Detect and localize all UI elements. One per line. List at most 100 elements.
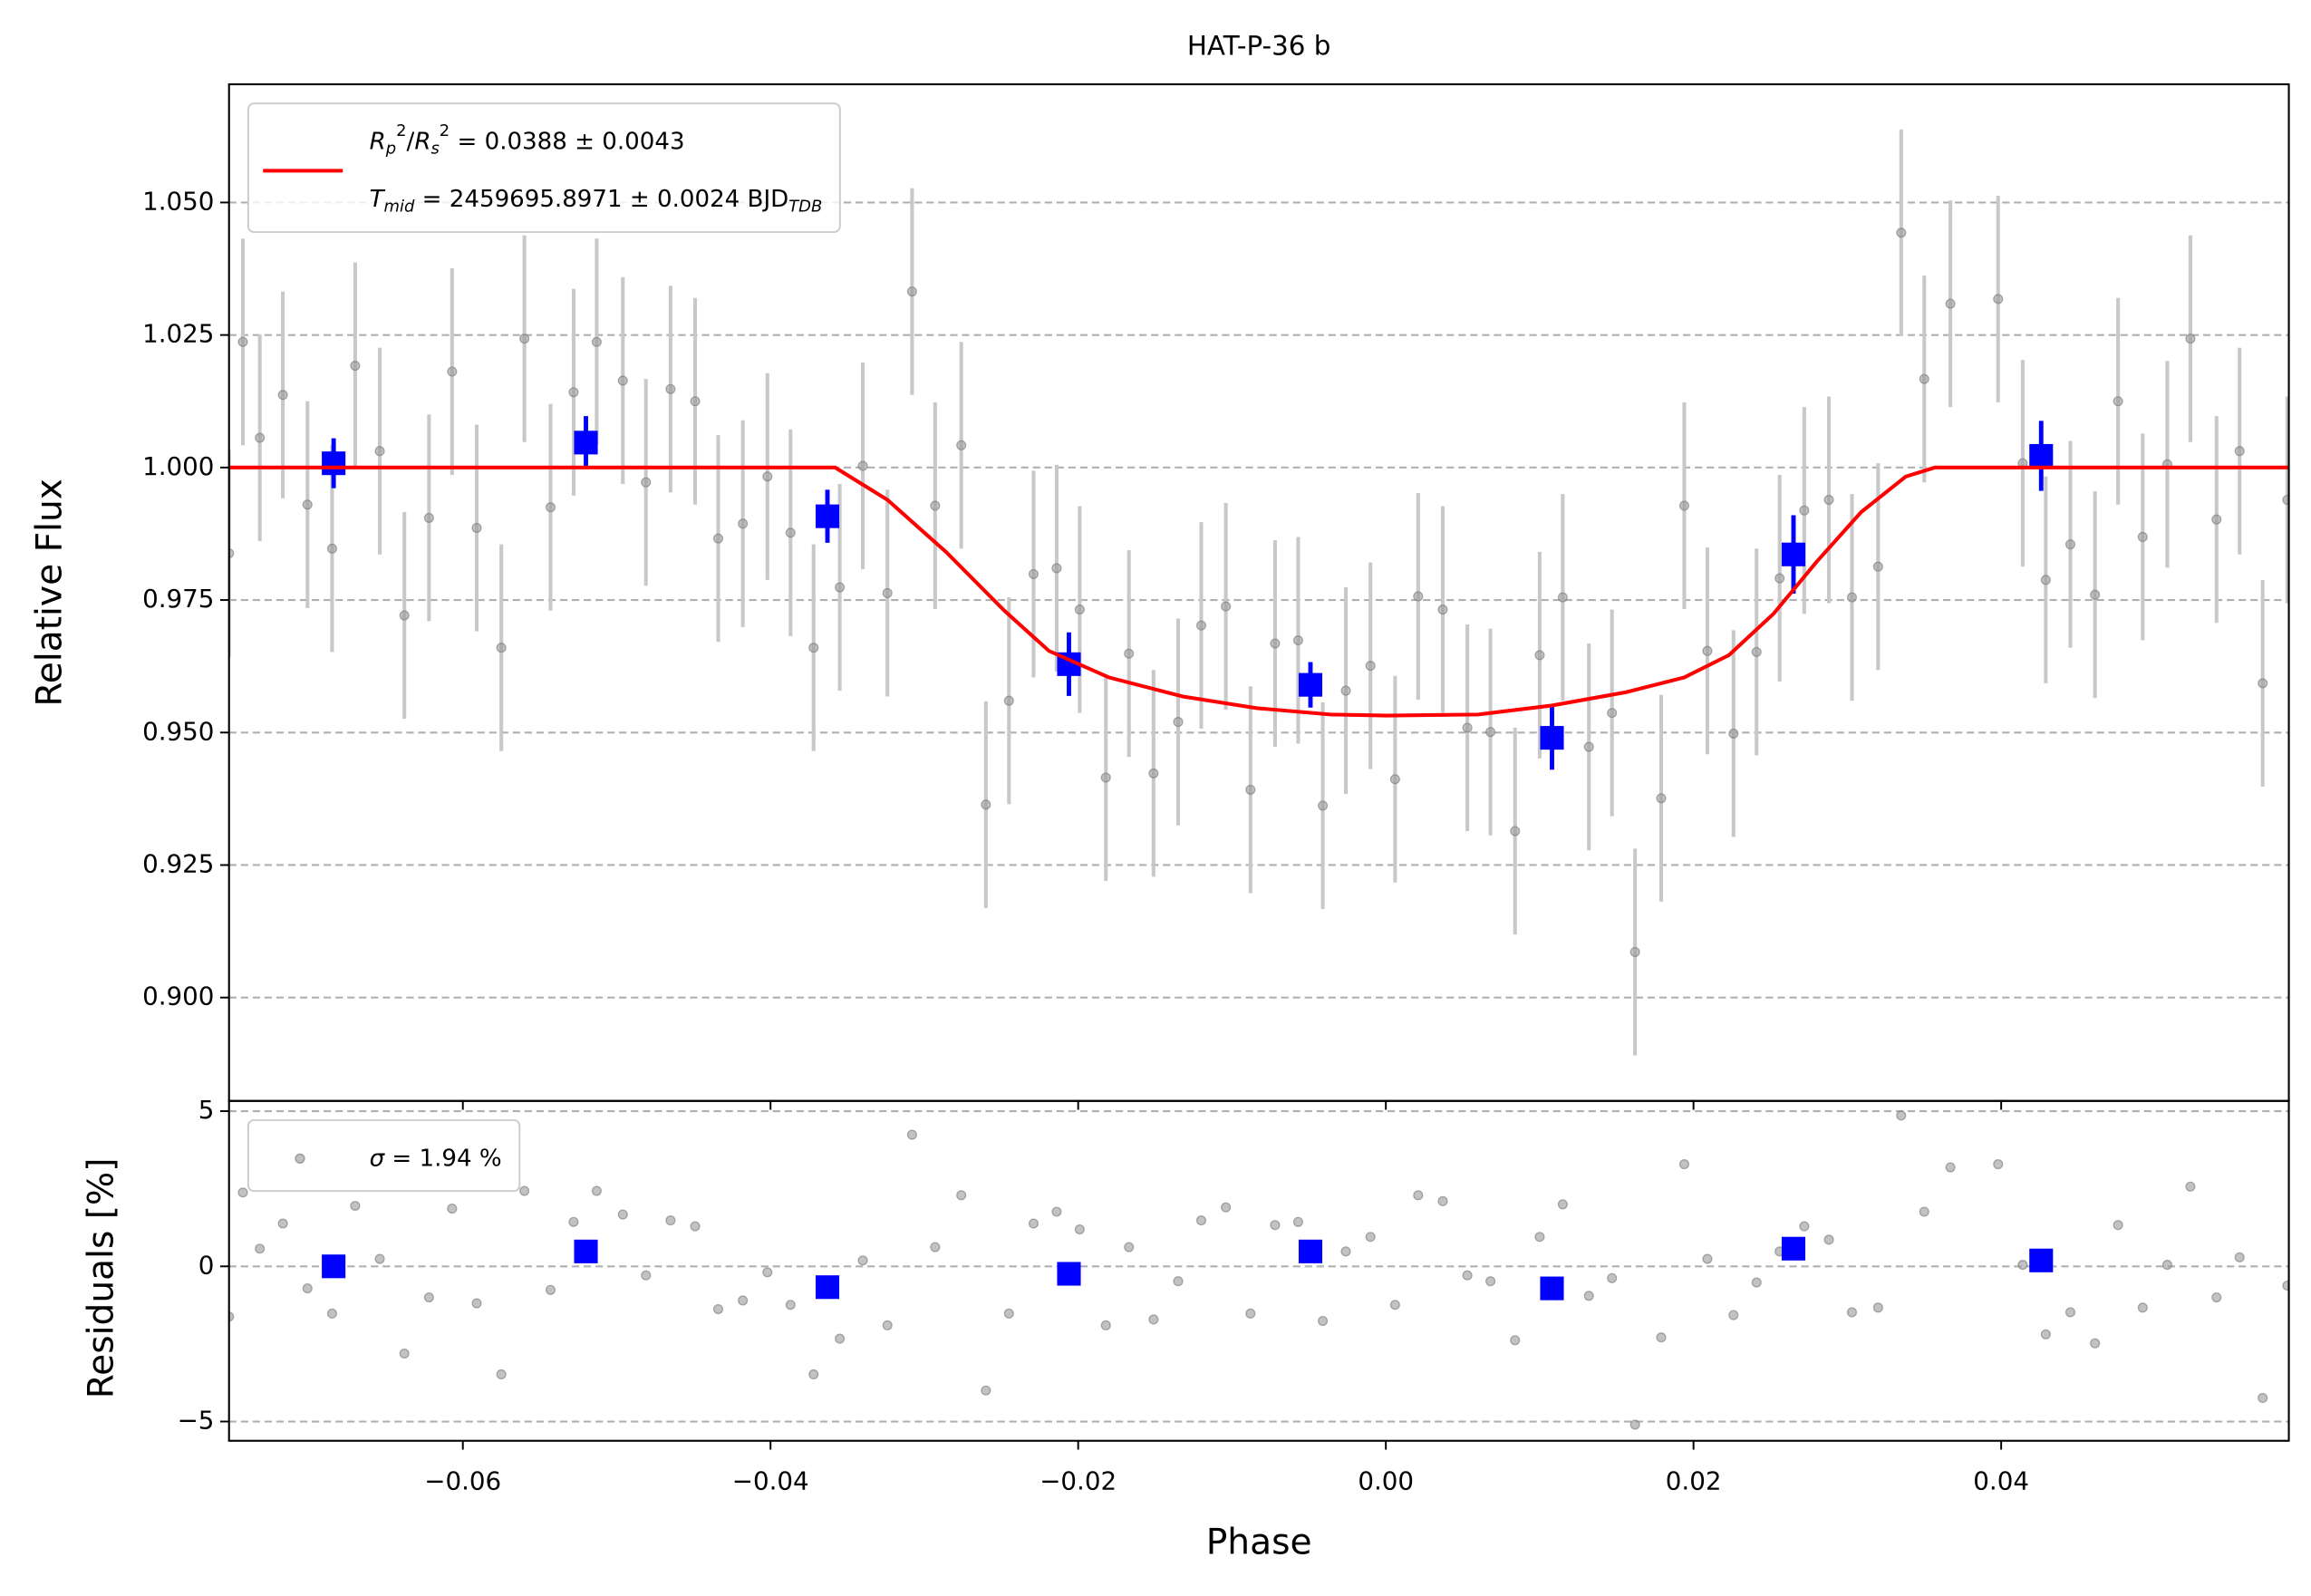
data-point — [930, 500, 941, 511]
data-point — [519, 334, 530, 344]
y-tick-label: 0.950 — [142, 716, 214, 746]
data-point — [956, 1190, 967, 1201]
legend: σ = 1.94 % — [247, 1118, 521, 1193]
bin-point — [1540, 1276, 1564, 1301]
data-point — [2282, 494, 2289, 506]
data-point — [1846, 1307, 1858, 1318]
data-point — [1124, 1242, 1135, 1253]
y-tick-label: 5 — [198, 1095, 215, 1125]
legend-text-part: 2 — [440, 121, 450, 140]
bin-point — [1298, 1239, 1323, 1263]
bin-point — [1781, 1236, 1806, 1261]
model-line — [228, 465, 2289, 718]
data-point — [2282, 1280, 2289, 1291]
x-tick-label: −0.02 — [1039, 1465, 1117, 1495]
data-point — [1195, 1215, 1207, 1226]
data-point — [471, 1298, 482, 1309]
data-point — [1510, 826, 1521, 837]
data-point — [1195, 620, 1207, 631]
data-point — [1245, 784, 1256, 795]
data-point — [1437, 1195, 1448, 1206]
legend-text-part: T — [370, 186, 386, 213]
data-point — [1074, 605, 1085, 615]
data-point — [1270, 638, 1281, 649]
plot-area — [228, 129, 2289, 1056]
data-point — [1656, 1332, 1667, 1343]
data-point — [1583, 741, 1594, 752]
data-point — [857, 460, 868, 471]
data-point — [1148, 1314, 1159, 1325]
y-tick-label: −5 — [178, 1406, 215, 1436]
bin-point — [574, 1239, 598, 1263]
data-point — [738, 1295, 749, 1306]
data-point — [1292, 634, 1303, 646]
data-point — [1993, 1159, 2004, 1170]
data-point — [2090, 589, 2101, 600]
data-point — [690, 1221, 701, 1232]
data-point — [1485, 727, 1496, 738]
data-point — [545, 1284, 556, 1295]
data-point — [255, 432, 266, 443]
data-point — [1534, 1232, 1545, 1243]
data-point — [2258, 1392, 2268, 1404]
data-point — [690, 396, 701, 407]
data-point — [1365, 661, 1376, 672]
legend-label: σ = 1.94 % — [370, 1145, 502, 1172]
data-point — [2040, 575, 2051, 585]
data-point — [2161, 1260, 2172, 1271]
data-point — [1557, 1199, 1568, 1210]
y-tick-label: 1.050 — [142, 186, 214, 216]
data-point — [617, 375, 628, 386]
data-point — [762, 1267, 773, 1278]
data-point — [2137, 531, 2148, 543]
legend-marker — [295, 1153, 305, 1165]
data-point — [302, 499, 313, 510]
legend-text-part: = 0.0388 ± 0.0043 — [450, 128, 684, 155]
data-point — [1678, 1159, 1690, 1170]
data-point — [471, 522, 482, 534]
data-point — [237, 1187, 248, 1198]
data-point — [1051, 563, 1062, 574]
data-point — [1340, 685, 1351, 696]
data-point — [2211, 1291, 2222, 1303]
legend-text-part: p — [385, 140, 396, 159]
data-point — [1993, 294, 2004, 305]
data-point — [1340, 1246, 1351, 1257]
data-point — [1607, 1272, 1618, 1283]
data-point — [423, 1291, 434, 1303]
data-point — [1823, 494, 1834, 506]
bin-point — [1057, 1262, 1081, 1286]
data-point — [326, 1308, 337, 1319]
legend-text-part: s — [430, 140, 439, 159]
legend-text-part: TDB — [788, 197, 822, 216]
data-point — [1173, 1276, 1184, 1287]
data-point — [1872, 1302, 1883, 1313]
data-point — [591, 1185, 602, 1196]
data-point — [1896, 227, 1907, 238]
data-point — [1413, 1190, 1424, 1201]
data-point — [1872, 561, 1883, 572]
y-tick-label: 0 — [198, 1250, 215, 1280]
data-point — [835, 1333, 846, 1344]
plot-area — [228, 1109, 2289, 1430]
bin-point — [574, 430, 598, 455]
data-point — [519, 1185, 530, 1196]
x-tick-label: 0.04 — [1973, 1465, 2029, 1495]
bin-point — [322, 1254, 346, 1279]
data-point — [399, 1348, 410, 1359]
data-point — [1510, 1335, 1521, 1346]
data-point — [2211, 514, 2222, 525]
chart-title: HAT-P-36 b — [1187, 31, 1331, 62]
data-point — [591, 336, 602, 347]
data-point — [1389, 774, 1400, 785]
data-point — [447, 1204, 458, 1214]
bin-point — [1540, 726, 1564, 750]
data-point — [1318, 800, 1329, 811]
axes-frame — [227, 1099, 2290, 1442]
data-point — [1124, 648, 1135, 659]
data-point — [1028, 568, 1039, 579]
data-point — [2137, 1302, 2148, 1313]
x-tick-label: −0.06 — [424, 1465, 501, 1495]
legend-text-part: / — [407, 128, 415, 155]
